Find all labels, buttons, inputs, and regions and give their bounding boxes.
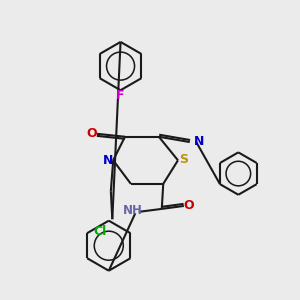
Text: N: N [103,154,113,167]
Text: O: O [184,200,194,212]
Text: NH: NH [122,204,142,217]
Text: S: S [179,153,188,166]
Text: O: O [86,127,97,140]
Text: Cl: Cl [94,225,107,238]
Text: N: N [194,135,204,148]
Text: F: F [116,89,125,102]
